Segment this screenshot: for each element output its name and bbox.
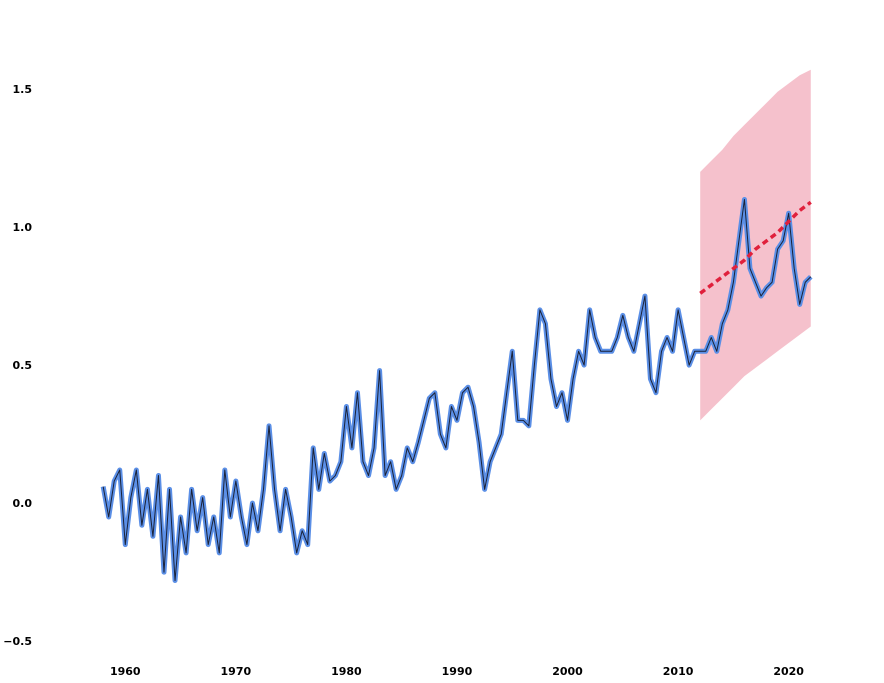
forecast-band-layer [700,69,811,421]
y-tick-label: 0.5 [13,359,33,372]
forecast-line [699,200,812,295]
y-tick-label: 0.0 [13,497,33,510]
observed-line-inner [102,198,812,581]
y-axis-ticks: −0.5 0.0 0.5 1.0 1.5 [3,83,32,648]
observed-layer [100,196,813,583]
y-tick-label: 1.5 [13,83,33,96]
x-tick-label: 1970 [221,665,252,678]
forecast-band [700,69,811,421]
x-tick-label: 2010 [663,665,694,678]
forecast-line-layer [699,200,812,295]
x-tick-label: 2000 [552,665,583,678]
x-axis-ticks: 1960 1970 1980 1990 2000 2010 2020 [110,665,804,678]
x-tick-label: 2020 [773,665,804,678]
x-tick-label: 1980 [331,665,362,678]
y-tick-label: −0.5 [3,635,32,648]
x-tick-label: 1960 [110,665,141,678]
x-tick-label: 1990 [442,665,473,678]
y-tick-label: 1.0 [13,221,33,234]
